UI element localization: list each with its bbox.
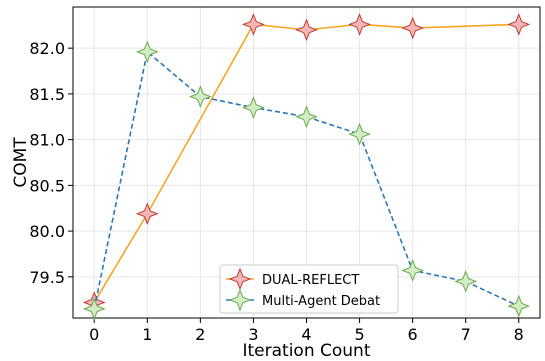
x-tick-label: 7 [461,325,471,344]
x-tick-label: 6 [408,325,418,344]
data-point [348,13,371,36]
x-tick-label: 2 [195,325,205,344]
data-point [295,18,318,42]
data-point [295,105,318,129]
data-point [401,16,425,40]
x-tick-label: 8 [514,325,524,344]
x-axis-label: Iteration Count [243,341,371,361]
data-point [135,202,159,226]
data-point [348,122,371,146]
series-1 [82,40,531,321]
legend-label: DUAL-REFLECT [262,273,359,288]
data-point [242,96,265,119]
legend-box [219,264,399,314]
legend-label: Multi-Agent Debat [262,294,380,309]
series-0 [82,13,531,314]
data-point [454,270,478,293]
axis-ticks: 0 1 2 3 4 5 6 7 8 79.5 80.0 80.5 81.0 81.5 82.0 [29,39,523,344]
y-axis-label: COMT [11,137,31,188]
legend: DUAL-REFLECT Multi-Agent Debat [219,264,399,314]
x-tick-label: 1 [142,325,152,344]
y-tick-label: 81.5 [29,85,65,104]
data-point [188,85,212,109]
y-tick-label: 80.5 [29,176,65,195]
y-tick-label: 82.0 [29,39,65,58]
data-point [82,297,106,321]
x-tick-label: 3 [248,325,258,344]
series-layer [82,13,531,321]
y-tick-label: 80.0 [29,222,65,241]
y-tick-label: 81.0 [29,131,65,150]
legend-marker [228,288,252,312]
data-point [242,13,265,36]
grid-lines [73,7,540,318]
data-point [401,259,425,282]
data-point [507,294,531,318]
data-point [135,40,159,64]
y-tick-label: 79.5 [29,268,65,287]
x-tick-label: 0 [89,325,99,344]
x-tick-label: 5 [354,325,364,344]
data-point [507,13,531,36]
x-tick-label: 4 [301,325,311,344]
